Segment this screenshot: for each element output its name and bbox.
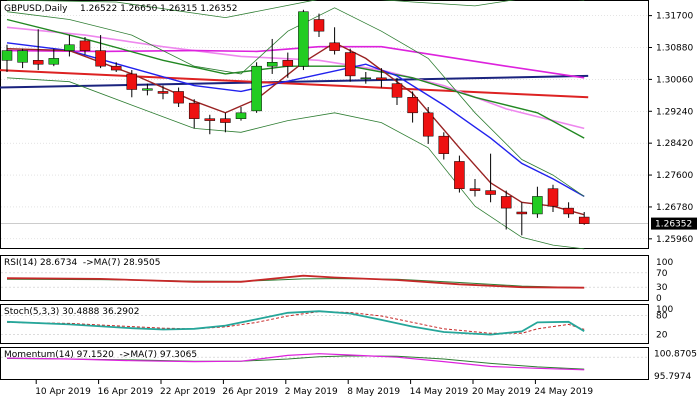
candle-bull bbox=[64, 44, 75, 51]
stoch-k-line bbox=[6, 310, 585, 336]
date-axis-label: 2 May 2019 bbox=[285, 387, 338, 397]
candle-bear bbox=[344, 52, 356, 77]
candle-bear bbox=[500, 196, 512, 209]
price-axis-label: 1.30060 bbox=[656, 75, 693, 85]
stoch-caption: Stoch(5,3,3) 30.4888 36.2902 bbox=[4, 307, 140, 317]
candle-bear bbox=[407, 97, 418, 114]
date-axis-label: 8 May 2019 bbox=[347, 387, 400, 397]
candle-bear bbox=[438, 135, 450, 154]
date-axis-label: 20 May 2019 bbox=[472, 387, 531, 397]
axis-labels: 1.31700 1.30880 1.30060 1.29240 1.28420 1.276… bbox=[35, 12, 697, 397]
overlay-line-1 bbox=[6, 45, 585, 79]
candle-bull bbox=[142, 88, 153, 91]
momentum-panel-frame bbox=[0, 347, 649, 380]
overlay-line-3 bbox=[6, 42, 585, 198]
price-axis-label: 1.26780 bbox=[656, 203, 693, 213]
candle-bull bbox=[235, 112, 247, 119]
rsi-line bbox=[6, 274, 585, 289]
candle-bear bbox=[422, 112, 434, 137]
price-axis-label: 1.28420 bbox=[656, 139, 693, 149]
momentum-caption: Momentum(14) 97.1520 ->MA(7) 97.3065 bbox=[4, 350, 198, 360]
stoch-panel-frame bbox=[0, 304, 649, 344]
candle-bull bbox=[1, 50, 13, 61]
date-axis-label: 10 Apr 2019 bbox=[35, 387, 91, 397]
candle-bear bbox=[32, 60, 44, 65]
momentum-axis-label: 95.7974 bbox=[654, 372, 691, 382]
candle-bear bbox=[376, 77, 387, 81]
candle-bear bbox=[110, 65, 122, 71]
rsi-axis-label: 70 bbox=[656, 269, 668, 279]
candle-bear bbox=[329, 42, 340, 51]
candle-bear bbox=[578, 216, 590, 224]
reference-line-0 bbox=[0, 74, 589, 89]
rsi-caption: RSI(14) 28.6734 ->MA(7) 28.9505 bbox=[4, 258, 161, 268]
date-axis-label: 22 Apr 2019 bbox=[160, 387, 216, 397]
candle-bear bbox=[547, 188, 559, 207]
candle-bear bbox=[391, 83, 403, 98]
candle-bull bbox=[48, 58, 60, 65]
rsi-axis-label: 100 bbox=[656, 258, 673, 268]
candles bbox=[1, 9, 590, 236]
indicator-lines bbox=[1, 272, 648, 371]
current-price-badge bbox=[651, 217, 697, 230]
stoch-d-line bbox=[6, 311, 585, 334]
candle-bear bbox=[126, 73, 138, 90]
candle-bull bbox=[532, 196, 543, 215]
date-axis-label: 14 May 2019 bbox=[410, 387, 469, 397]
date-axis-label: 26 Apr 2019 bbox=[222, 387, 278, 397]
rsi-axis-label: 30 bbox=[656, 283, 668, 293]
candle-bear bbox=[485, 190, 496, 195]
candle-bear bbox=[204, 118, 216, 121]
overlay-lines bbox=[0, 0, 648, 250]
rsi-axis-label: 0 bbox=[656, 294, 662, 304]
overlay-line-2 bbox=[6, 18, 585, 139]
reference-line-1 bbox=[0, 69, 589, 99]
overlay-line-4 bbox=[6, 41, 585, 216]
stoch-axis-label: 100 bbox=[656, 305, 673, 315]
price-axis-label: 1.30880 bbox=[656, 44, 693, 54]
candle-bull bbox=[298, 11, 309, 67]
date-axis-label: 16 Apr 2019 bbox=[98, 387, 154, 397]
candle-bear bbox=[516, 211, 528, 215]
header-symbol: GBPUSD,Daily bbox=[4, 4, 68, 14]
price-axis-label: 1.29240 bbox=[656, 107, 693, 117]
candle-bull bbox=[17, 50, 28, 63]
overlay-line-6 bbox=[6, 77, 585, 250]
candle-bull bbox=[360, 77, 372, 80]
overlay-line-7 bbox=[6, 0, 585, 19]
main-panel-frame bbox=[0, 0, 649, 249]
stoch-axis-label: 80 bbox=[656, 311, 668, 321]
price-axis-label: 1.25960 bbox=[656, 235, 693, 245]
candle-bear bbox=[188, 102, 200, 119]
price-axis-label: 1.31700 bbox=[656, 12, 693, 22]
current-price-label: 1.26352 bbox=[655, 220, 692, 230]
candle-bear bbox=[454, 161, 465, 189]
candle-bear bbox=[563, 207, 574, 215]
overlay-line-5 bbox=[6, 7, 585, 197]
overlay-line-0 bbox=[6, 26, 585, 130]
candle-bear bbox=[79, 40, 91, 51]
price-axis-label: 1.27600 bbox=[656, 171, 693, 181]
momentum-line bbox=[6, 353, 585, 371]
candle-bear bbox=[173, 91, 184, 104]
date-axis-label: 24 May 2019 bbox=[534, 387, 593, 397]
candle-bear bbox=[469, 188, 481, 191]
candle-bear bbox=[95, 50, 106, 67]
candle-bull bbox=[266, 62, 278, 67]
rsi-panel-frame bbox=[0, 255, 649, 301]
momentum-ma-line bbox=[6, 355, 585, 370]
candle-bear bbox=[220, 118, 231, 123]
momentum-axis-label: 100.8705 bbox=[654, 349, 697, 359]
candle-bear bbox=[157, 91, 169, 94]
candle-bull bbox=[251, 65, 262, 112]
candle-bear bbox=[313, 19, 325, 32]
candle-bear bbox=[282, 60, 294, 67]
stoch-axis-label: 20 bbox=[656, 331, 668, 341]
header-ohlc: 1.26522 1.26650 1.26315 1.26352 bbox=[80, 4, 238, 14]
